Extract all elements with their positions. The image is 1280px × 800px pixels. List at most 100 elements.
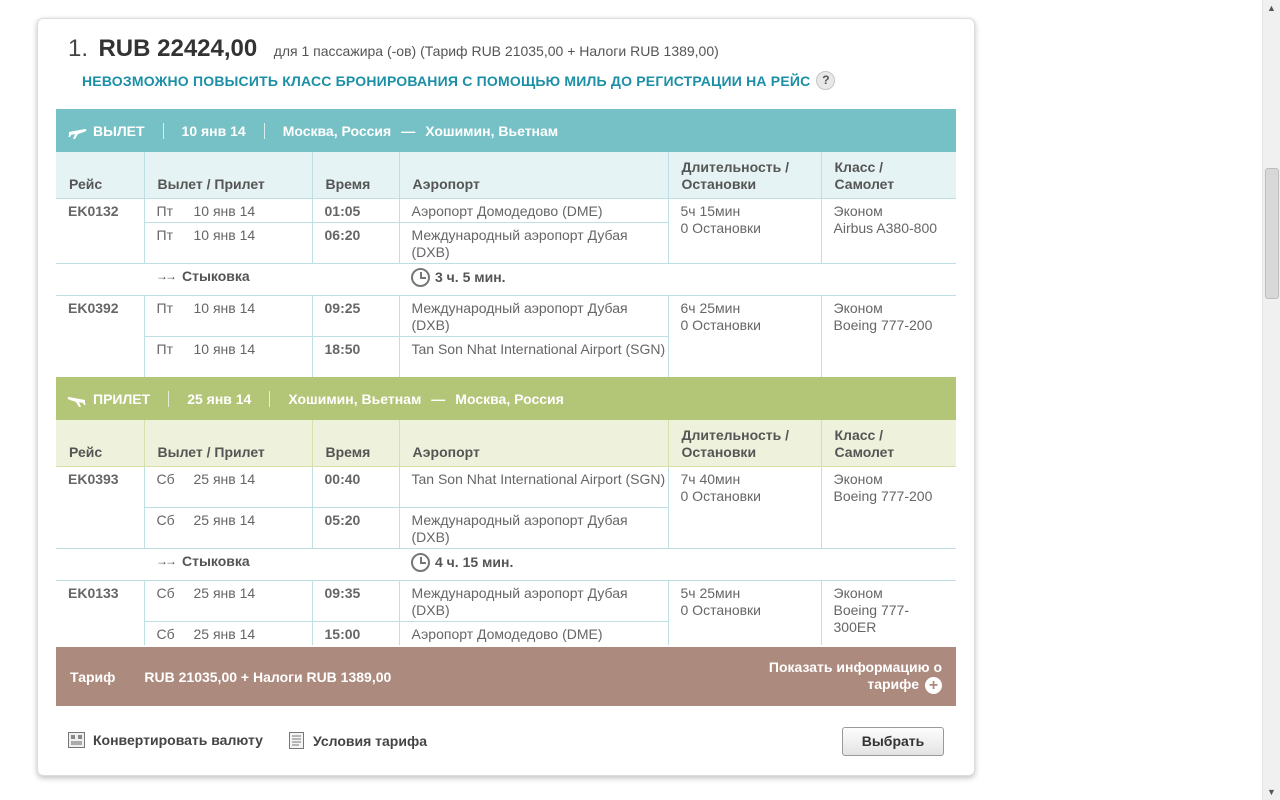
connection-row: →→ Стыковка 3 ч. 5 мин. <box>56 262 956 296</box>
col-duration: Длительность / Остановки <box>667 420 821 467</box>
inbound-from: Хошимин, Вьетнам <box>288 390 422 407</box>
arrival-date: Пт 10 янв 14 <box>143 222 312 263</box>
flight-number: EK0133 <box>68 584 119 601</box>
arrival-time: 06:20 <box>311 222 399 263</box>
connection-arrow-icon: →→ <box>156 268 177 283</box>
connection-time: 4 ч. 15 мин. <box>399 547 956 581</box>
outbound-label: ВЫЛЕТ <box>93 122 145 139</box>
col-airport: Аэропорт <box>398 152 668 199</box>
inbound-date: 25 янв 14 <box>187 390 252 407</box>
fare-value: RUB 21035,00 + Налоги RUB 1389,00 <box>144 668 392 685</box>
divider <box>269 390 271 407</box>
connection-time: 3 ч. 5 мин. <box>399 262 956 296</box>
table-header-row: Рейс Вылет / Прилет Время Аэропорт Длите… <box>56 152 956 199</box>
scroll-down-icon[interactable]: ▼ <box>1267 787 1276 797</box>
arrival-airport: Международный аэропорт Дубая (DXB) <box>398 507 668 548</box>
plane-departure-icon <box>68 128 87 139</box>
table-header-row: Рейс Вылет / Прилет Время Аэропорт Длите… <box>56 420 956 467</box>
departure-airport: Международный аэропорт Дубая (DXB) <box>398 295 668 337</box>
col-flight: Рейс <box>56 152 144 199</box>
col-dep-arr: Вылет / Прилет <box>143 152 312 199</box>
route-dash: — <box>431 390 446 407</box>
col-duration: Длительность / Остановки <box>667 152 821 199</box>
flight-option-card: 1. RUB 22424,00 для 1 пассажира (-ов) (Т… <box>37 18 975 776</box>
departure-date: Сб 25 янв 14 <box>143 466 312 508</box>
fare-label: Тариф <box>70 668 116 685</box>
divider <box>168 390 170 407</box>
departure-time: 09:35 <box>311 580 399 622</box>
arrival-time: 05:20 <box>311 507 399 548</box>
clock-icon <box>411 552 430 572</box>
inbound-to: Москва, Россия <box>455 390 564 407</box>
cabin-aircraft: Эконом Airbus A380-800 <box>820 198 956 263</box>
vertical-scrollbar[interactable]: ▲ ▼ <box>1262 0 1280 800</box>
arrival-date: Сб 25 янв 14 <box>143 621 312 645</box>
outbound-from: Москва, Россия <box>282 122 392 139</box>
table-row: EK0133 Сб 25 янв 14 09:35 Международный а… <box>56 580 956 645</box>
connection-arrow-icon: →→ <box>156 553 177 568</box>
table-row: Сб 25 янв 14 05:20 Международный аэропорт… <box>56 507 956 548</box>
arrival-airport: Международный аэропорт Дубая (DXB) <box>398 222 668 263</box>
col-flight: Рейс <box>56 420 144 467</box>
price-description: для 1 пассажира (-ов) (Тариф RUB 21035,0… <box>273 43 719 59</box>
col-dep-arr: Вылет / Прилет <box>143 420 312 467</box>
fare-summary: Тариф RUB 21035,00 + Налоги RUB 1389,00 … <box>56 647 956 706</box>
price-line: 1. RUB 22424,00 для 1 пассажира (-ов) (Т… <box>68 35 719 63</box>
col-time: Время <box>311 152 399 199</box>
cabin-aircraft: Эконом Boeing 777-200 <box>820 295 956 377</box>
connection-row: →→ Стыковка 4 ч. 15 мин. <box>56 547 956 581</box>
departure-airport: Tan Son Nhat International Airport (SGN) <box>398 466 668 508</box>
plane-arrival-icon <box>67 396 86 407</box>
duration-stops: 7ч 40мин 0 Остановки <box>667 466 821 548</box>
outbound-header: ВЫЛЕТ 10 янв 14 Москва, Россия — Хошимин… <box>56 109 956 152</box>
arrival-date: Сб 25 янв 14 <box>143 507 312 548</box>
flight-number: EK0132 <box>68 202 119 219</box>
departure-time: 09:25 <box>311 295 399 337</box>
arrival-time: 18:50 <box>311 336 399 377</box>
table-row: Сб 25 янв 14 15:00 Аэропорт Домодедово (D… <box>56 621 956 645</box>
col-airport: Аэропорт <box>398 420 668 467</box>
select-button[interactable]: Выбрать <box>842 727 944 756</box>
table-row: EK0393 Сб 25 янв 14 00:40 Tan Son Nhat In… <box>56 466 956 548</box>
departure-airport: Аэропорт Домодедово (DME) <box>398 198 668 223</box>
upgrade-notice-text: НЕВОЗМОЖНО ПОВЫСИТЬ КЛАСС БРОНИРОВАНИЯ С… <box>82 72 811 89</box>
divider <box>263 122 265 139</box>
route-dash: — <box>401 122 416 139</box>
table-row: Пт 10 янв 14 18:50 Tan Son Nhat Internati… <box>56 336 956 377</box>
inbound-segments-table: Рейс Вылет / Прилет Время Аэропорт Длите… <box>56 420 956 645</box>
departure-date: Пт 10 янв 14 <box>143 295 312 337</box>
departure-time: 01:05 <box>311 198 399 223</box>
outbound-to: Хошимин, Вьетнам <box>425 122 559 139</box>
departure-time: 00:40 <box>311 466 399 508</box>
scroll-up-icon[interactable]: ▲ <box>1267 3 1276 13</box>
table-row: EK0392 Пт 10 янв 14 09:25 Международный а… <box>56 295 956 377</box>
duration-stops: 6ч 25мин 0 Остановки <box>667 295 821 377</box>
currency-converter-icon <box>68 732 85 748</box>
duration-stops: 5ч 15мин 0 Остановки <box>667 198 821 263</box>
upgrade-notice: НЕВОЗМОЖНО ПОВЫСИТЬ КЛАСС БРОНИРОВАНИЯ С… <box>82 71 836 90</box>
show-fare-info-link[interactable]: Показать информацию о тарифе + <box>768 659 942 694</box>
table-row: EK0132 Пт 10 янв 14 01:05 Аэропорт Домоде… <box>56 198 956 263</box>
connection-label: →→ Стыковка <box>144 262 399 296</box>
help-icon[interactable]: ? <box>816 71 836 90</box>
total-price: RUB 22424,00 <box>98 35 258 62</box>
departure-date: Пт 10 янв 14 <box>143 198 312 223</box>
plus-circle-icon[interactable]: + <box>925 676 942 694</box>
divider <box>162 122 164 139</box>
scroll-thumb[interactable] <box>1265 168 1279 299</box>
arrival-airport: Tan Son Nhat International Airport (SGN) <box>398 336 668 377</box>
inbound-label: ПРИЛЕТ <box>93 390 151 407</box>
col-time: Время <box>311 420 399 467</box>
outbound-segments-table: Рейс Вылет / Прилет Время Аэропорт Длите… <box>56 152 956 377</box>
clock-icon <box>411 267 430 287</box>
col-class: Класс / Самолет <box>820 152 956 199</box>
convert-currency-link[interactable]: Конвертировать валюту <box>68 732 263 748</box>
table-row: Пт 10 янв 14 06:20 Международный аэропорт… <box>56 222 956 263</box>
connection-label: →→ Стыковка <box>144 547 399 581</box>
fare-conditions-link[interactable]: Условия тарифа <box>289 732 427 749</box>
duration-stops: 5ч 25мин 0 Остановки <box>667 580 821 645</box>
cabin-aircraft: Эконом Boeing 777-300ER <box>820 580 956 645</box>
arrival-time: 15:00 <box>311 621 399 645</box>
flight-number: EK0393 <box>68 470 119 487</box>
arrival-airport: Аэропорт Домодедово (DME) <box>398 621 668 645</box>
